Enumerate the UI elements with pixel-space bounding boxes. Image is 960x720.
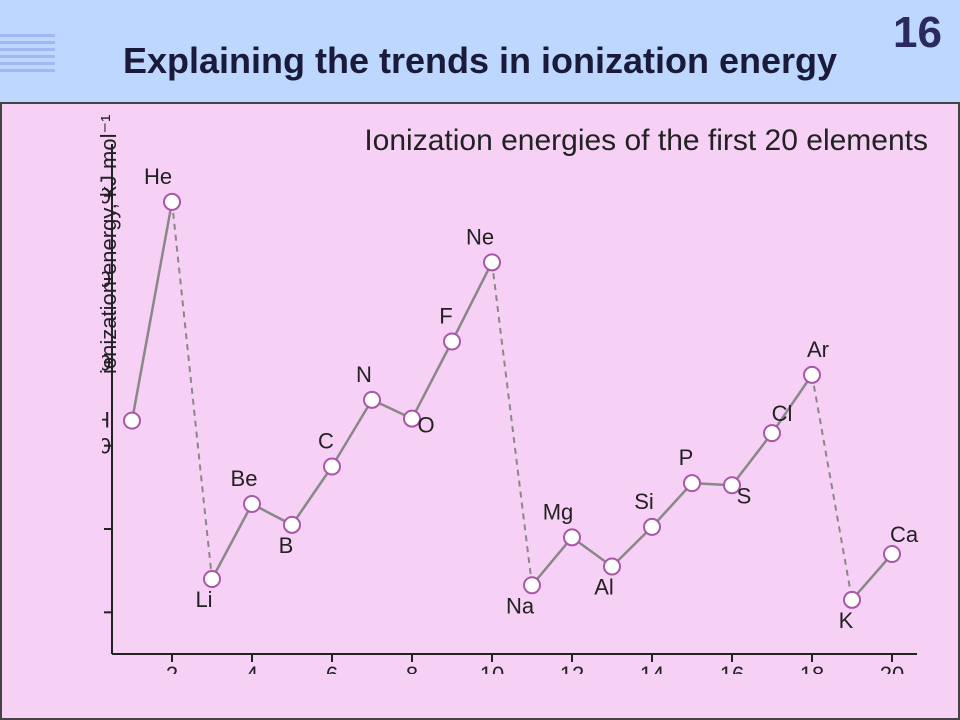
point-label: P [679, 445, 694, 470]
point-label: Al [594, 575, 614, 600]
point-label: Na [506, 593, 535, 618]
data-point [284, 517, 300, 533]
x-tick-label: 2 [166, 662, 178, 674]
slide: Explaining the trends in ionization ener… [0, 0, 960, 720]
data-point [604, 559, 620, 575]
point-label: Ar [807, 337, 829, 362]
slide-header: Explaining the trends in ionization ener… [0, 0, 960, 100]
data-point [764, 425, 780, 441]
point-label: N [356, 362, 372, 387]
data-point [844, 592, 860, 608]
series-segment [172, 202, 212, 579]
x-tick-label: 16 [720, 662, 744, 674]
point-label: Be [231, 466, 258, 491]
point-label: K [839, 608, 854, 633]
point-label: Li [195, 587, 212, 612]
point-label: Cl [772, 401, 793, 426]
point-label: F [439, 304, 452, 329]
x-tick-label: 20 [880, 662, 904, 674]
x-tick-label: 12 [560, 662, 584, 674]
series-segment [492, 262, 532, 585]
x-tick-label: 6 [326, 662, 338, 674]
point-label: He [144, 164, 172, 189]
data-point [124, 413, 140, 429]
point-label: Si [634, 489, 654, 514]
x-tick-label: 10 [480, 662, 504, 674]
point-label: Ne [466, 224, 494, 249]
data-point [364, 392, 380, 408]
series-segment [732, 433, 772, 485]
data-point [684, 475, 700, 491]
x-tick-label: 4 [246, 662, 258, 674]
x-tick-label: 8 [406, 662, 418, 674]
series-segment [132, 202, 172, 421]
y-axis-label: ionization energy, kJ mol⁻¹ [96, 115, 122, 374]
point-label: Ca [890, 522, 919, 547]
chart-svg: 40080012001600200024002468101214161820HH… [102, 144, 922, 674]
slide-number: 16 [893, 8, 942, 58]
data-point [244, 496, 260, 512]
point-label: B [279, 533, 294, 558]
data-point [524, 577, 540, 593]
series-segment [452, 262, 492, 341]
series-segment [532, 537, 572, 585]
decorative-stripes [0, 34, 55, 76]
series-segment [292, 467, 332, 525]
data-point [444, 334, 460, 350]
series-segment [212, 504, 252, 579]
data-point [324, 459, 340, 475]
data-point [804, 367, 820, 383]
point-label: C [318, 429, 334, 454]
slide-title: Explaining the trends in ionization ener… [0, 40, 960, 82]
point-label: Mg [543, 499, 574, 524]
point-label: O [417, 413, 434, 438]
series-segment [852, 554, 892, 600]
series-segment [412, 342, 452, 419]
plot-area: 40080012001600200024002468101214161820HH… [102, 144, 922, 674]
point-label: S [737, 483, 752, 508]
data-point [644, 519, 660, 535]
point-label: H [102, 408, 110, 433]
series-segment [332, 400, 372, 467]
data-point [204, 571, 220, 587]
data-point [164, 194, 180, 210]
data-point [884, 546, 900, 562]
x-tick-label: 18 [800, 662, 824, 674]
y-tick-label: 1200 [102, 434, 111, 459]
series-segment [812, 375, 852, 600]
data-point [484, 254, 500, 270]
data-point [564, 529, 580, 545]
chart-frame: Ionization energies of the first 20 elem… [0, 102, 960, 720]
x-tick-label: 14 [640, 662, 664, 674]
